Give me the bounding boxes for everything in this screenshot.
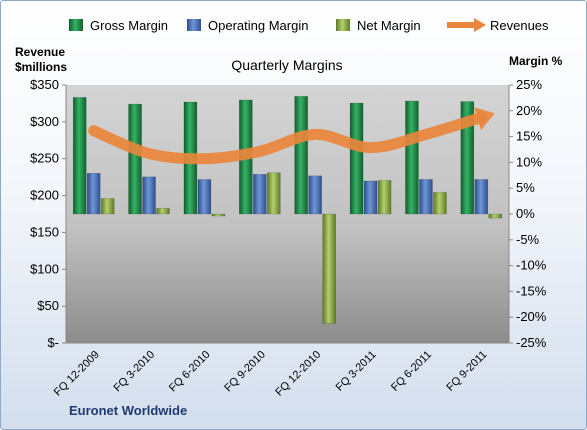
category-label: FQ 9-2011 bbox=[444, 349, 489, 394]
category-label: FQ 3-2011 bbox=[334, 349, 379, 394]
right-axis-tick-label: -10% bbox=[516, 258, 547, 273]
operating-margin-bar bbox=[197, 179, 212, 215]
right-axis-label: Margin % bbox=[509, 54, 563, 68]
right-axis-tick-label: -5% bbox=[516, 232, 540, 247]
operating-margin-bar bbox=[142, 176, 156, 215]
gross-margin-bar bbox=[405, 100, 419, 215]
right-axis-tick-label: -25% bbox=[516, 335, 547, 350]
legend-swatch-gross bbox=[69, 19, 83, 31]
gross-margin-bar bbox=[128, 103, 142, 215]
left-axis-label-line1: Revenue bbox=[15, 45, 65, 59]
revenue-line-layer bbox=[88, 107, 495, 165]
net-margin-bar bbox=[267, 172, 281, 215]
legend-label-gross: Gross Margin bbox=[90, 18, 168, 33]
left-axis-tick-label: $200 bbox=[30, 188, 59, 203]
net-margin-bar bbox=[156, 208, 170, 215]
left-axis-tick-label: $300 bbox=[30, 114, 59, 129]
right-axis-tick-label: -20% bbox=[516, 309, 547, 324]
operating-margin-bar bbox=[419, 179, 433, 215]
left-axis-tick-label: $100 bbox=[30, 261, 59, 276]
gross-margin-bar bbox=[294, 96, 308, 215]
category-label: FQ 12-2010 bbox=[273, 349, 323, 399]
legend-label-net: Net Margin bbox=[357, 18, 421, 33]
category-label: FQ 12-2009 bbox=[52, 349, 102, 399]
gross-margin-bar bbox=[460, 101, 475, 215]
net-margin-bar bbox=[322, 213, 336, 324]
legend-swatch-net bbox=[336, 19, 350, 31]
left-axis-tick-label: $- bbox=[47, 335, 59, 350]
right-axis-tick-label: 10% bbox=[516, 154, 542, 169]
left-axis-tick-label: $350 bbox=[30, 77, 59, 92]
revenue-line bbox=[88, 111, 487, 165]
right-axis-tick-label: 0% bbox=[516, 206, 535, 221]
category-label: FQ 3-2010 bbox=[112, 349, 158, 395]
left-axis-tick-label: $50 bbox=[37, 298, 59, 313]
legend: Gross Margin Operating Margin Net Margin… bbox=[69, 18, 549, 33]
operating-margin-bar bbox=[474, 179, 489, 215]
left-axis-tick-label: $250 bbox=[30, 151, 59, 166]
left-axis-label-line2: $millions bbox=[15, 60, 67, 74]
net-margin-bar bbox=[433, 192, 447, 215]
category-label: FQ 6-2011 bbox=[389, 349, 434, 394]
operating-margin-bar bbox=[86, 172, 101, 215]
legend-label-revenues: Revenues bbox=[490, 18, 549, 33]
net-margin-bar bbox=[211, 213, 226, 217]
gross-margin-bar bbox=[72, 97, 87, 215]
right-axis-tick-label: 15% bbox=[516, 129, 542, 144]
net-margin-bar bbox=[100, 198, 115, 215]
category-label: FQ 6-2010 bbox=[167, 349, 213, 395]
chart-title: Quarterly Margins bbox=[231, 57, 342, 73]
right-axis-tick-label: -15% bbox=[516, 283, 547, 298]
footer-company: Euronet Worldwide bbox=[69, 403, 187, 418]
net-margin-bar bbox=[488, 213, 503, 219]
right-axis-tick-label: 5% bbox=[516, 180, 535, 195]
gross-margin-bar bbox=[349, 102, 364, 215]
operating-margin-bar bbox=[253, 174, 267, 215]
legend-arrow-revenues bbox=[474, 18, 486, 32]
right-axis-tick-label: 20% bbox=[516, 103, 542, 118]
net-margin-bar bbox=[377, 180, 392, 215]
operating-margin-bar bbox=[363, 180, 378, 215]
left-axis-tick-label: $150 bbox=[30, 224, 59, 239]
operating-margin-bar bbox=[308, 175, 322, 215]
revenue-arrow-head bbox=[473, 107, 495, 131]
right-axis-tick-label: 25% bbox=[516, 77, 542, 92]
category-label: FQ 9-2010 bbox=[222, 349, 268, 395]
legend-swatch-operating bbox=[187, 19, 201, 31]
legend-label-operating: Operating Margin bbox=[208, 18, 308, 33]
